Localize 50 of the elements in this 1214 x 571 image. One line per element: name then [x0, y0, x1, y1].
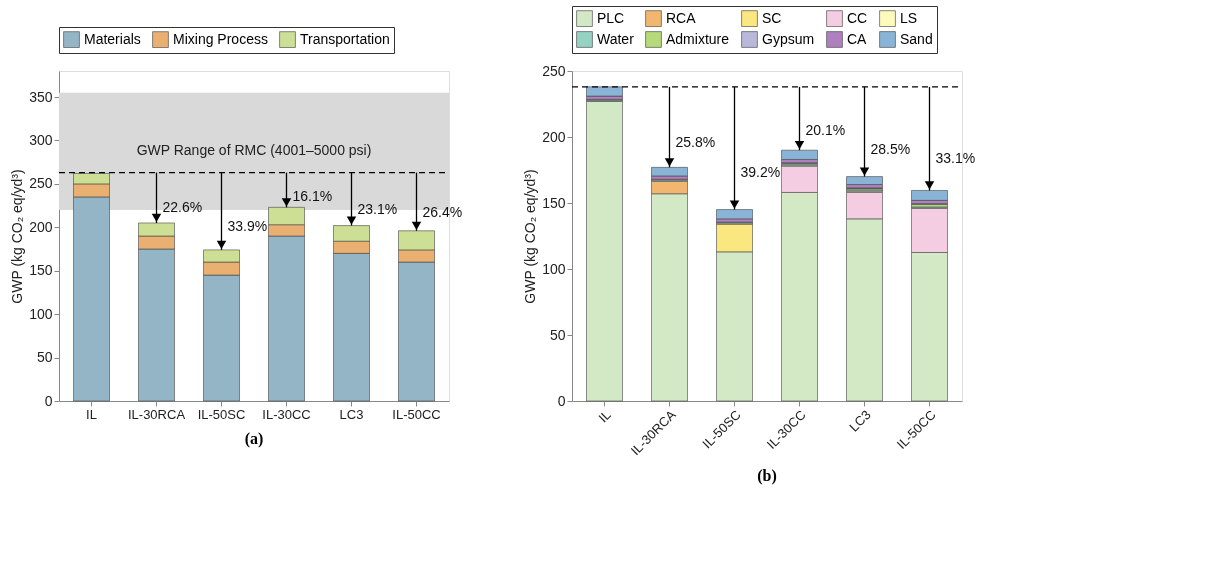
band-label: GWP Range of RMC (4001–5000 psi): [136, 142, 372, 159]
annotation: 26.4%: [422, 204, 463, 221]
x-tick-label: IL-30CC: [262, 406, 311, 422]
legend-label: Admixture: [666, 30, 730, 47]
annotation: 33.9%: [227, 217, 268, 234]
annotation: 28.5%: [870, 140, 911, 157]
legend-label: Gypsum: [762, 30, 815, 47]
annotation: 16.1%: [292, 187, 333, 204]
y-tick-label: 50: [36, 349, 53, 366]
annotation: 23.1%: [357, 200, 398, 217]
legend-label: SC: [762, 9, 782, 26]
y-tick-label: 0: [44, 392, 53, 409]
y-tick-label: 350: [29, 88, 53, 105]
annotation: 20.1%: [805, 122, 846, 139]
y-tick-label: 150: [542, 194, 566, 211]
legend-label: Water: [597, 30, 635, 47]
legend-label: PLC: [597, 9, 625, 26]
x-tick-label: IL-50CC: [392, 406, 441, 422]
legend-label: CC: [847, 9, 868, 26]
x-tick-label: IL: [86, 406, 97, 422]
x-tick-label: LC3: [846, 407, 874, 435]
y-tick-label: 200: [29, 218, 53, 235]
y-tick-label: 100: [29, 305, 53, 322]
text: (a): [244, 430, 264, 448]
y-tick-label: 50: [549, 326, 566, 343]
legend-label: RCA: [666, 9, 697, 26]
legend-label: Mixing Process: [173, 30, 268, 47]
annotation: 39.2%: [740, 163, 781, 180]
y-tick-label: 250: [542, 62, 566, 79]
annotation: 22.6%: [162, 198, 203, 215]
annotation: 25.8%: [675, 134, 716, 151]
y-tick-label: 100: [542, 260, 566, 277]
y-axis-title: GWP (kg CO₂ eq/yd³): [9, 169, 26, 304]
legend-label: LS: [900, 9, 918, 26]
legend-label: Transportation: [300, 30, 390, 47]
legend-label: Sand: [900, 30, 933, 47]
y-tick-label: 150: [29, 262, 53, 279]
x-tick-label: IL: [595, 407, 614, 426]
annotation: 33.1%: [935, 150, 976, 167]
x-tick-label: IL-30RCA: [127, 406, 186, 422]
y-tick-label: 300: [29, 131, 53, 148]
legend-label: CA: [847, 30, 868, 47]
text: (b): [757, 466, 777, 485]
y-tick-label: 0: [557, 392, 566, 409]
y-axis-title: GWP (kg CO₂ eq/yd³): [522, 169, 539, 304]
y-tick-label: 250: [29, 175, 53, 192]
x-tick-label: IL-50SC: [197, 406, 246, 422]
y-tick-label: 200: [542, 128, 566, 145]
legend-label: Materials: [84, 30, 141, 47]
x-tick-label: LC3: [339, 406, 364, 422]
